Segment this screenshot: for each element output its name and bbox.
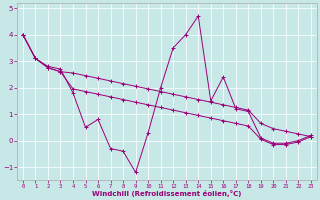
X-axis label: Windchill (Refroidissement éolien,°C): Windchill (Refroidissement éolien,°C) — [92, 190, 242, 197]
